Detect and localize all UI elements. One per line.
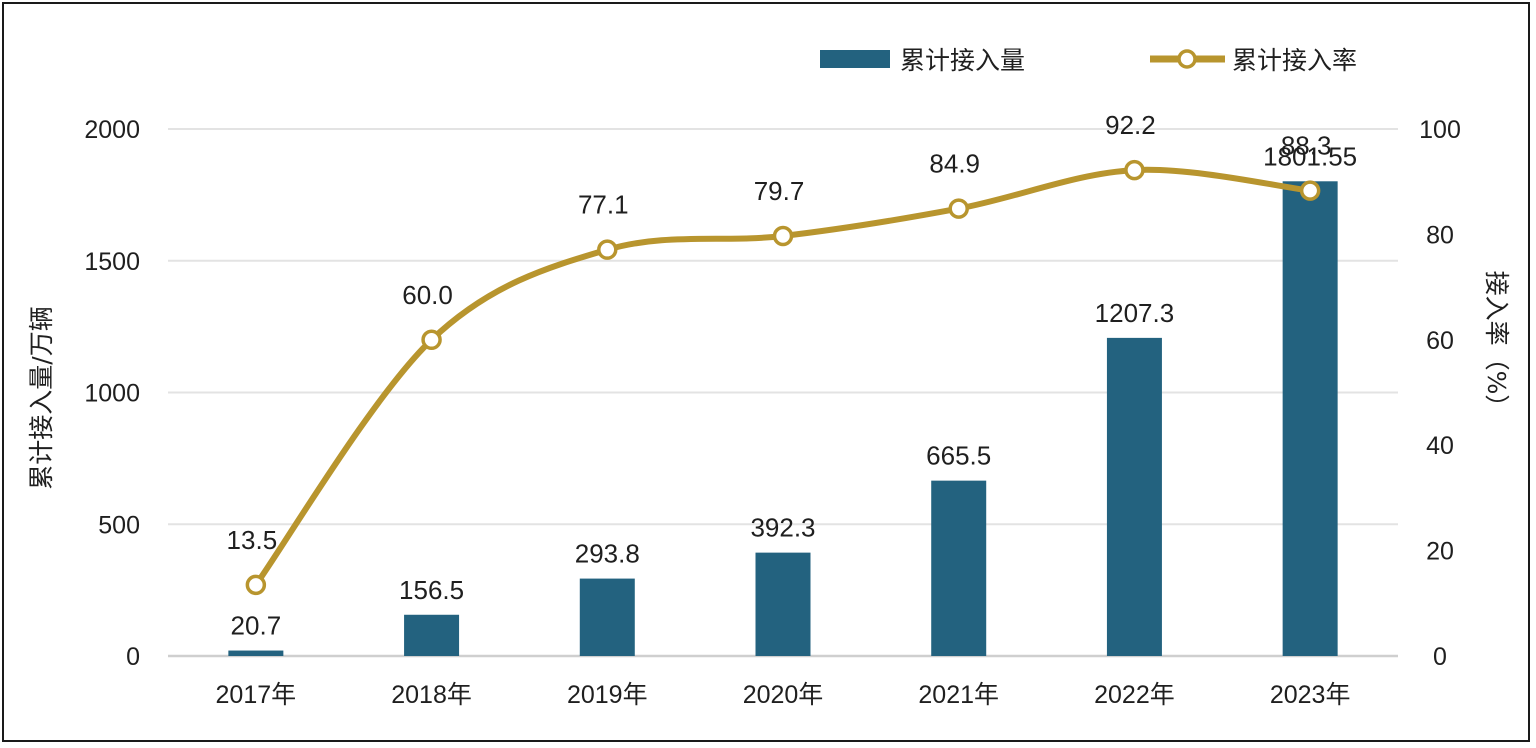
left-axis-ticks: 0 500 1000 1500 2000 (84, 116, 140, 671)
bar-data-label: 1801.55 (1263, 141, 1357, 171)
bar-data-labels: 20.7 156.5 293.8 392.3 665.5 1207.3 1801.55 (231, 141, 1358, 640)
line-data-label: 84.9 (929, 149, 980, 179)
right-axis-ticks: 0 20 40 60 80 100 (1419, 116, 1461, 671)
bar-series (228, 181, 1338, 657)
bar (579, 578, 635, 656)
line-point (421, 329, 442, 351)
right-tick-label: 100 (1419, 116, 1461, 144)
line-point (597, 239, 618, 260)
line-data-label: 88.3 (1281, 131, 1332, 161)
bar-data-label: 20.7 (231, 611, 282, 641)
bar-data-label: 1207.3 (1095, 298, 1175, 328)
gridlines (168, 128, 1398, 658)
bar-data-label: 392.3 (750, 513, 815, 543)
bar-data-label: 293.8 (575, 539, 640, 569)
x-tick-label: 2018年 (391, 681, 472, 709)
line-point (772, 225, 794, 247)
bar (931, 480, 987, 656)
legend-bar-swatch (820, 50, 890, 68)
x-tick-label: 2017年 (216, 681, 297, 709)
x-axis-ticks: 2017年 2018年 2019年 2020年 2021年 2022年 2023年 (216, 681, 1351, 709)
bar (755, 552, 811, 656)
right-tick-label: 80 (1426, 221, 1454, 249)
line-data-label: 60.0 (402, 280, 453, 310)
line-point (1299, 180, 1321, 201)
line-point (245, 574, 267, 596)
left-tick-label: 1000 (84, 380, 140, 408)
left-axis-title: 累计接入量/万辆 (27, 306, 56, 489)
bar (404, 614, 460, 656)
legend-line-marker (1177, 49, 1197, 69)
line-data-labels: 13.5 60.0 77.1 79.7 84.9 92.2 88.3 (227, 110, 1332, 555)
line-data-label: 79.7 (754, 176, 805, 206)
bar-data-label: 665.5 (926, 441, 991, 471)
bar-data-label: 156.5 (399, 575, 464, 605)
right-tick-label: 0 (1433, 643, 1447, 671)
line-point (1124, 159, 1145, 181)
legend-line-label: 累计接入率 (1232, 46, 1357, 75)
left-tick-label: 500 (98, 511, 140, 539)
legend: 累计接入量 累计接入率 (820, 46, 1357, 75)
line-data-label: 13.5 (227, 525, 278, 555)
right-axis-title: 接入率（%） (1482, 271, 1511, 420)
right-tick-label: 20 (1426, 538, 1454, 566)
right-tick-label: 40 (1426, 432, 1454, 460)
bar (1106, 337, 1162, 656)
right-tick-label: 60 (1426, 327, 1454, 355)
x-tick-label: 2021年 (918, 681, 999, 709)
x-tick-label: 2019年 (567, 681, 648, 709)
x-tick-label: 2022年 (1094, 681, 1175, 709)
x-tick-label: 2020年 (743, 681, 824, 709)
left-tick-label: 1500 (84, 248, 140, 276)
line-series (245, 159, 1321, 596)
bar (1282, 181, 1338, 657)
line-data-label: 77.1 (578, 190, 629, 220)
line-data-label: 92.2 (1105, 110, 1156, 140)
line-point (948, 198, 969, 219)
legend-bar-label: 累计接入量 (900, 46, 1025, 75)
x-tick-label: 2023年 (1270, 681, 1351, 709)
left-tick-label: 2000 (84, 116, 140, 144)
bar (228, 650, 284, 656)
left-tick-label: 0 (126, 643, 140, 671)
